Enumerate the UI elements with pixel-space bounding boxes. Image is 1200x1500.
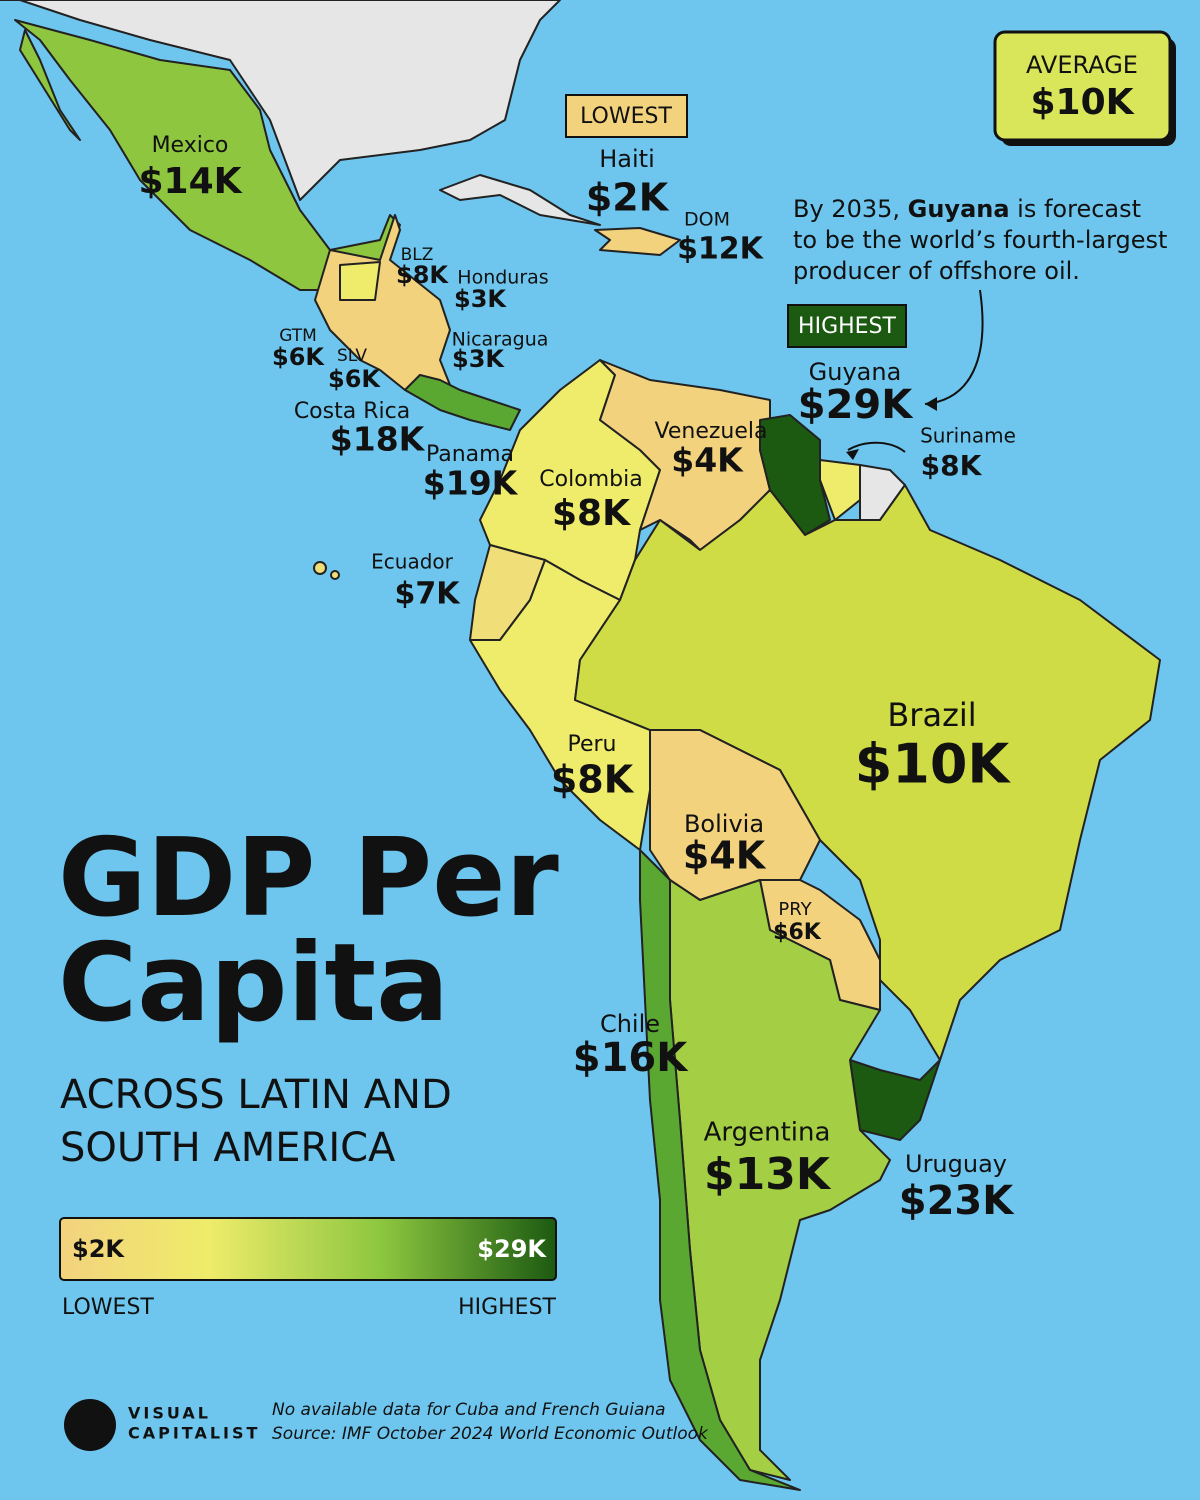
country-name: Brazil — [887, 696, 976, 734]
uruguay — [849, 1059, 941, 1141]
annotation-line: By 2035, Guyana is forecast — [793, 195, 1141, 223]
arrow — [847, 441, 906, 453]
usa — [0, 0, 561, 201]
country-name: Bolivia — [684, 810, 764, 838]
cuba — [439, 174, 601, 226]
logo-text: VISUAL — [128, 1404, 211, 1423]
country-name: Peru — [567, 732, 616, 757]
box — [993, 30, 1172, 142]
highest-badge-text: HIGHEST — [798, 314, 896, 339]
chile — [639, 849, 801, 1491]
country-name: Venezuela — [655, 419, 768, 444]
country-value: $4K — [671, 441, 744, 480]
country-name: Panama — [426, 442, 514, 467]
annotation: By 2035, Guyana is forecast to be the wor… — [793, 195, 1167, 285]
galapagos — [313, 561, 327, 575]
hispaniola — [594, 227, 681, 256]
annotation-line: to be the world’s fourth-largest — [793, 226, 1167, 254]
country-value: $29K — [798, 382, 914, 428]
country-name: PRY — [778, 899, 812, 920]
mexico — [14, 19, 401, 291]
country-name: Haiti — [599, 145, 655, 173]
country-name: DOM — [684, 209, 730, 231]
country-name: GTM — [279, 326, 317, 346]
highest-badge — [787, 304, 907, 348]
legend-max: $29K — [477, 1235, 547, 1263]
country-name: Argentina — [704, 1118, 831, 1148]
central-america — [314, 214, 451, 391]
country-name: Mexico — [152, 133, 229, 158]
country-value: $14K — [138, 161, 242, 202]
logo-mark — [64, 1399, 116, 1451]
lowest-badge-text: LOWEST — [580, 104, 672, 129]
annotation-part: producer of offshore oil. — [793, 257, 1080, 285]
country-value: $16K — [573, 1035, 689, 1081]
country-name: Ecuador — [371, 550, 453, 574]
country-name: Honduras — [457, 267, 548, 289]
country-name: Uruguay — [905, 1150, 1007, 1178]
galapagos — [330, 570, 340, 580]
country-value: $12K — [677, 232, 765, 267]
average-value: $10K — [1030, 82, 1134, 123]
legend-high: HIGHEST — [458, 1295, 556, 1320]
annotation-part: is forecast — [1010, 195, 1141, 223]
country-value: $7K — [395, 577, 462, 612]
country-name: Costa Rica — [294, 399, 410, 424]
annotation-part: By 2035, — [793, 195, 908, 223]
average-label: AVERAGE — [1026, 51, 1138, 79]
country-value: $13K — [704, 1149, 832, 1200]
country-name: Guyana — [809, 358, 902, 386]
average-box: AVERAGE $10K — [993, 30, 1176, 146]
arrowhead — [925, 397, 937, 411]
legend-low: LOWEST — [62, 1295, 154, 1320]
country-value: $6K — [328, 365, 381, 393]
logo-text: CAPITALIST — [128, 1424, 260, 1443]
baja — [19, 29, 81, 141]
subtitle-line: ACROSS LATIN AND — [60, 1072, 452, 1118]
country-value: $10K — [855, 733, 1012, 796]
country-name: SLV — [337, 346, 367, 366]
footnote: No available data for Cuba and French Gu… — [272, 1400, 666, 1420]
country-value: $6K — [773, 920, 822, 945]
country-name: Suriname — [920, 424, 1016, 448]
country-name: Chile — [600, 1010, 660, 1038]
country-value: $8K — [921, 449, 983, 482]
guyana — [759, 414, 831, 536]
country-name: Nicaragua — [452, 329, 549, 351]
title-line: GDP Per — [58, 816, 559, 941]
country-value: $8K — [551, 758, 635, 802]
country-value: $4K — [683, 834, 767, 878]
country-name: Colombia — [539, 467, 642, 492]
annotation-part: to be the world’s fourth-largest — [793, 226, 1167, 254]
title-line: Capita — [58, 921, 449, 1046]
legend-gradient — [59, 1217, 557, 1281]
footnote: Source: IMF October 2024 World Economic … — [272, 1424, 709, 1444]
country-value: $18K — [330, 420, 426, 459]
country-value: $3K — [452, 345, 505, 373]
country-value: $8K — [552, 493, 631, 534]
country-value: $2K — [586, 176, 670, 220]
subtitle-line: SOUTH AMERICA — [60, 1125, 396, 1171]
lowest-badge — [565, 94, 688, 138]
country-value: $3K — [454, 285, 507, 313]
country-value: $6K — [272, 343, 325, 371]
country-value: $23K — [899, 1178, 1015, 1224]
country-value: $8K — [396, 261, 449, 289]
arrowhead — [846, 449, 859, 460]
country-value: $19K — [423, 464, 519, 503]
annotation-line: producer of offshore oil. — [793, 257, 1080, 285]
guatemala — [339, 261, 381, 301]
annotation-part: Guyana — [908, 195, 1010, 223]
costa-rica-panama — [404, 374, 521, 431]
land — [0, 0, 1161, 1491]
legend-min: $2K — [72, 1235, 125, 1263]
arrow — [924, 289, 984, 405]
suriname — [819, 459, 861, 521]
country-name: BLZ — [401, 245, 434, 265]
